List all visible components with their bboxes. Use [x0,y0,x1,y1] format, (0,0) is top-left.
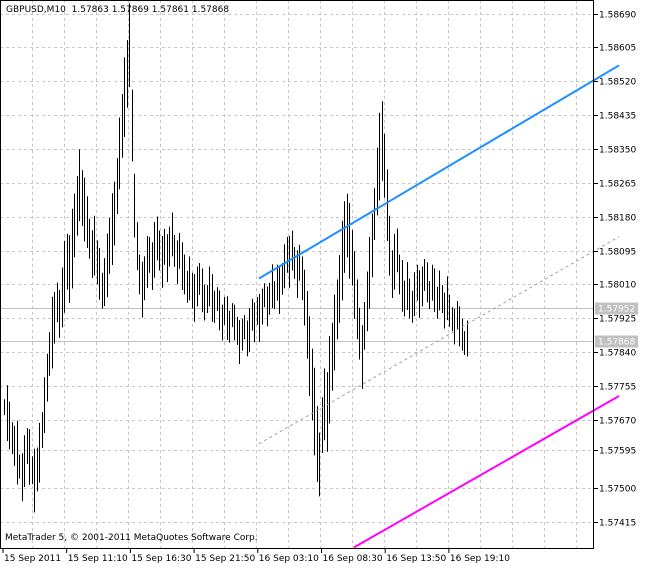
price-marker-lines [0,308,594,342]
y-tick-label: 1.57500 [599,485,636,495]
x-tick-label: 15 Sep 16:30 [131,554,191,564]
y-tick-label: 1.58010 [599,281,636,291]
price-marker-box [595,335,638,348]
x-tick-label: 16 Sep 19:10 [450,554,510,564]
y-tick-label: 1.58350 [599,146,636,156]
grid [0,0,594,549]
y-tick-label: 1.57670 [599,417,636,427]
price-marker-label: 1.57952 [598,305,635,315]
y-tick-label: 1.58435 [599,112,636,122]
y-tick-label: 1.57925 [599,315,636,325]
symbol-timeframe: GBPUSD,M10 [6,5,66,15]
y-tick-label: 1.58520 [599,78,636,88]
ohlc-bars [4,3,468,513]
y-tick-label: 1.58180 [599,214,636,224]
plot-border [0,0,594,549]
price-marker-box [595,302,638,315]
x-tick-label: 16 Sep 03:10 [259,554,319,564]
ohlc-values: 1.57863 1.57869 1.57861 1.57868 [71,5,230,15]
y-tick-label: 1.57595 [599,447,636,457]
y-tick-label: 1.58265 [599,180,636,190]
chart-header: GBPUSD,M10 1.57863 1.57869 1.57861 1.578… [6,5,229,15]
x-tick-label: 15 Sep 11:10 [68,554,128,564]
y-tick-label: 1.58605 [599,44,636,54]
x-tick-label: 16 Sep 13:50 [386,554,446,564]
y-tick-label: 1.57415 [599,519,636,529]
y-tick-label: 1.58690 [599,11,636,21]
price-marker-label: 1.57868 [598,338,635,348]
equidistant-channel[interactable] [258,64,620,549]
time-axis[interactable]: 15 Sep 2011 15 Sep 11:10 15 Sep 16:30 15 Se… [2,549,510,564]
x-tick-label: 16 Sep 08:30 [323,554,383,564]
x-tick-label: 15 Sep 2011 [4,554,61,564]
y-tick-label: 1.57840 [599,349,636,359]
channel-middle-line[interactable] [258,236,620,445]
copyright-text: MetaTrader 5, © 2001-2011 MetaQuotes Sof… [5,533,258,543]
y-tick-label: 1.58095 [599,248,636,258]
price-axis[interactable]: 1.58690 1.58605 1.58520 1.58435 1.58350 1.582… [594,11,638,529]
x-tick-label: 15 Sep 21:50 [195,554,255,564]
channel-upper-line[interactable] [258,64,620,280]
channel-lower-line[interactable] [353,395,620,549]
y-tick-label: 1.57755 [599,383,636,393]
